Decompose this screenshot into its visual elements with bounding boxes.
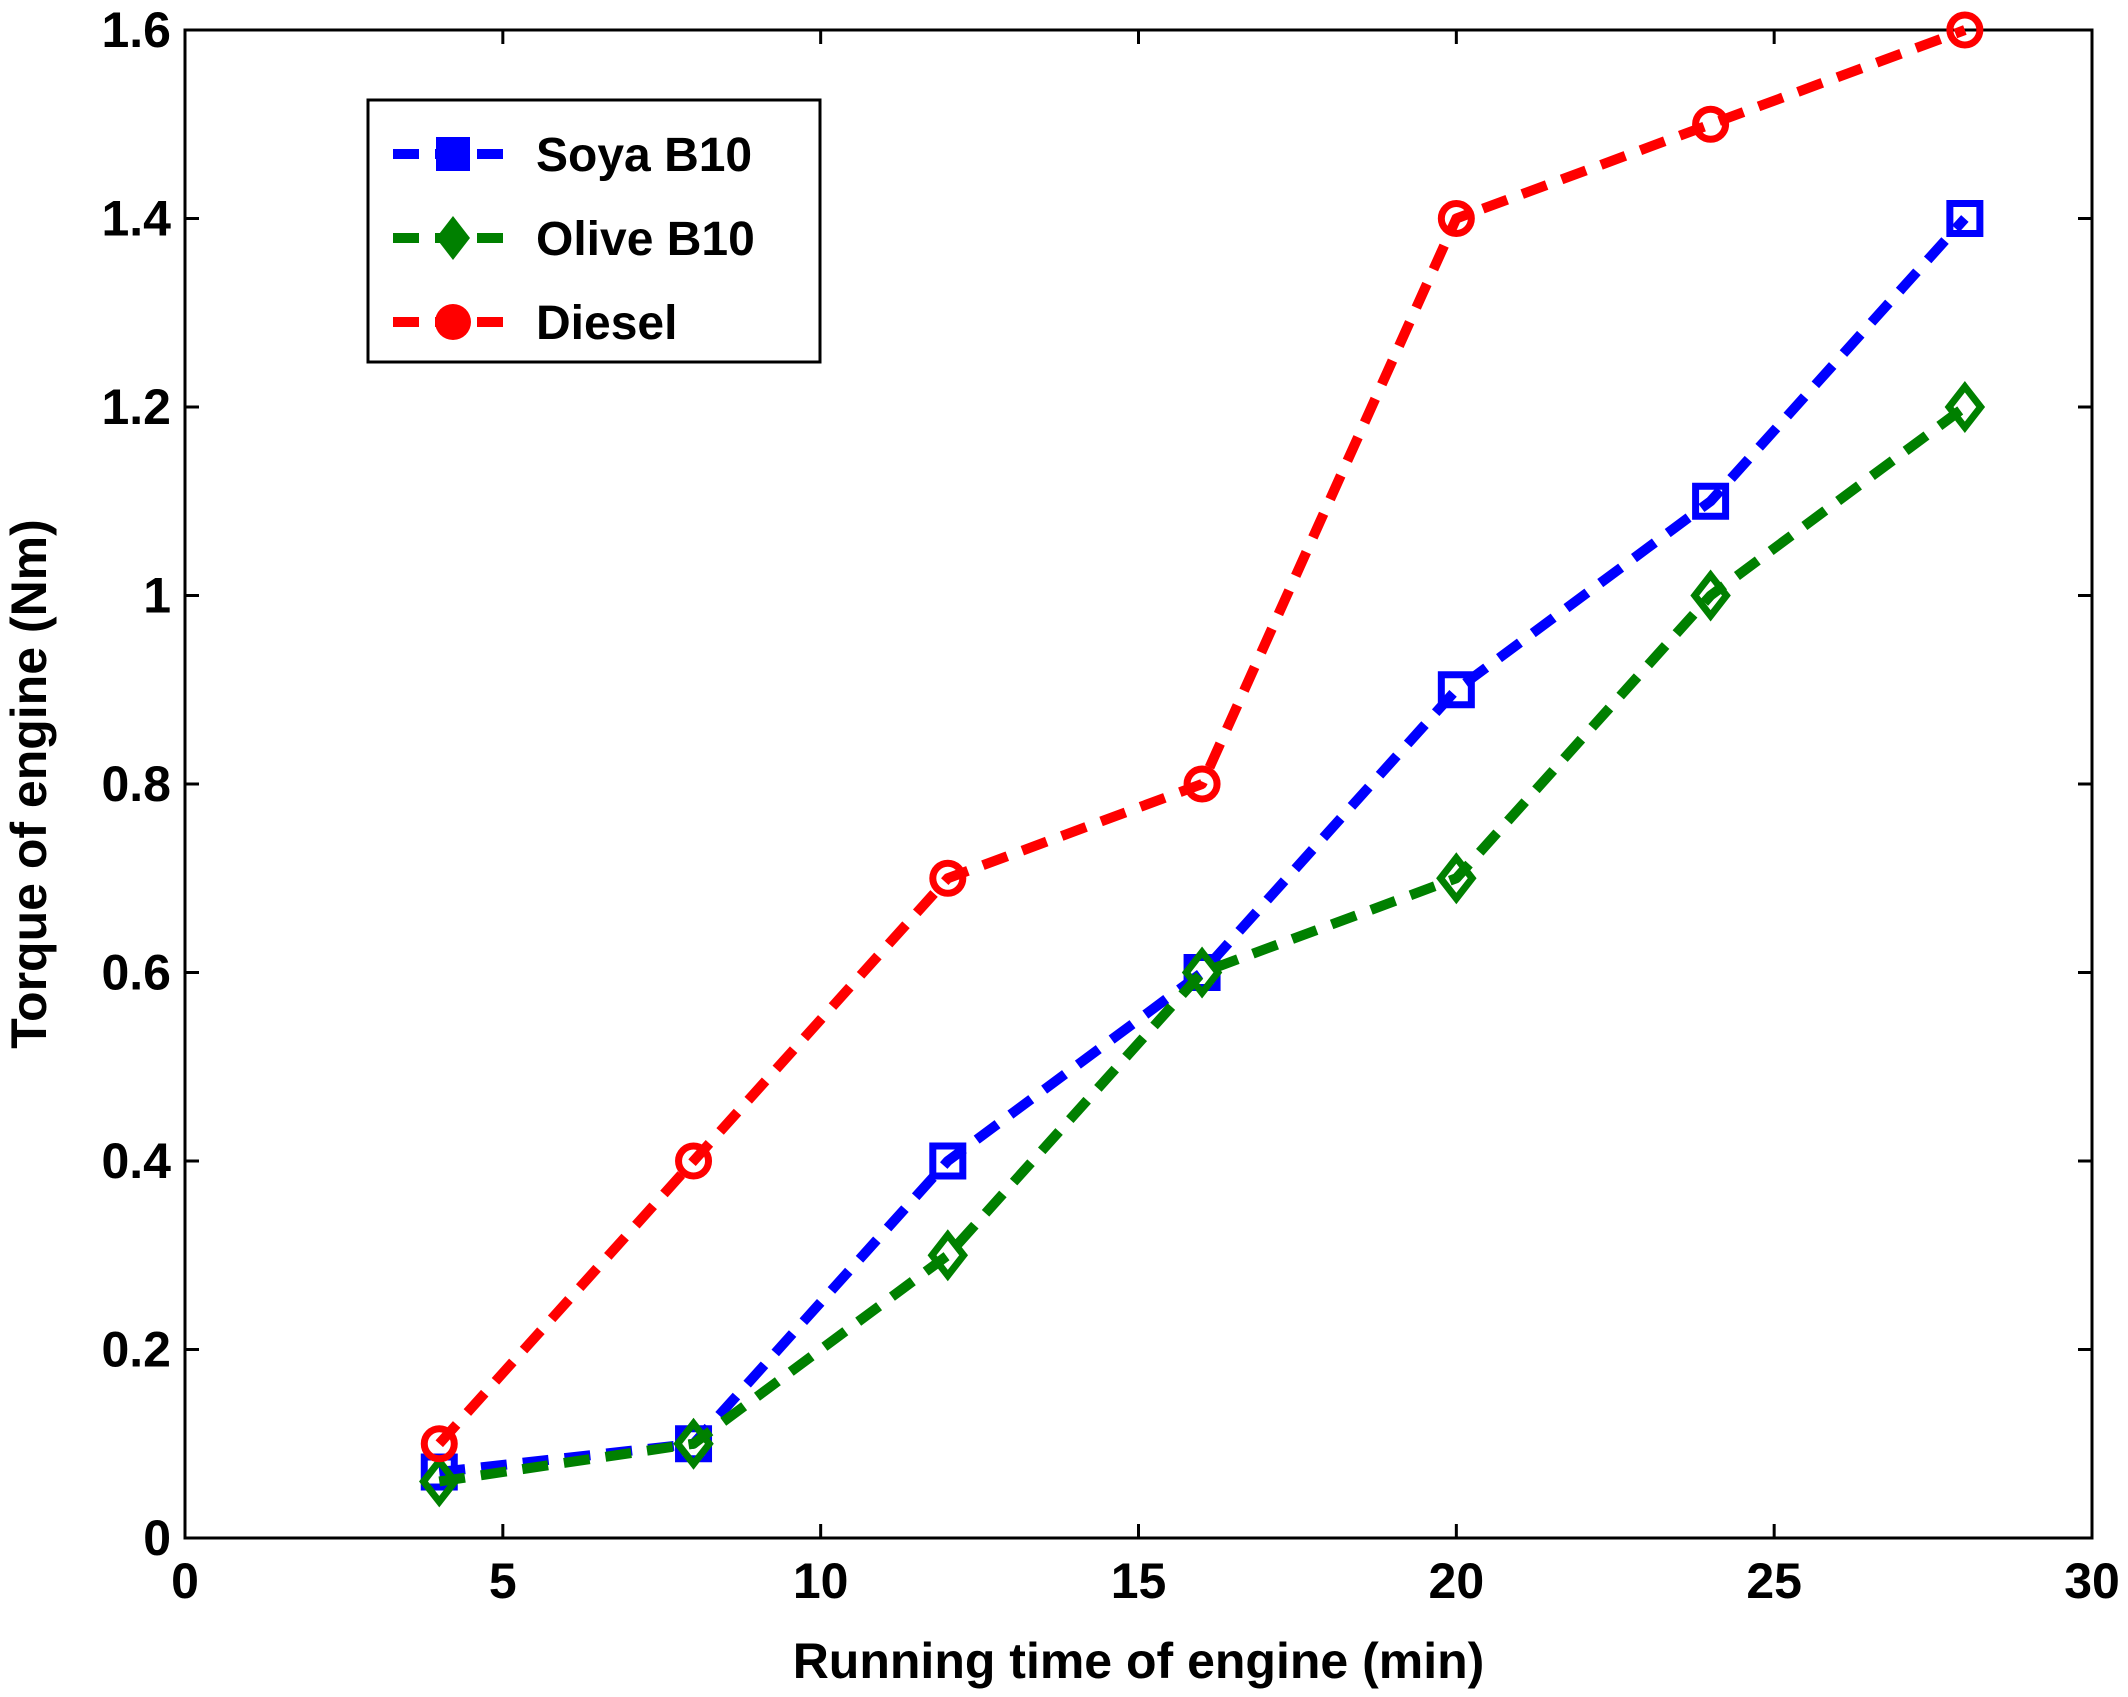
data-point-soya-b10 [1692, 482, 1730, 520]
data-point-diesel [929, 859, 967, 897]
y-tick-label: 1.2 [101, 379, 171, 435]
data-point-olive-b10 [1944, 381, 1986, 433]
series-group [419, 11, 1986, 1508]
legend-label-olive-b10: Olive B10 [536, 213, 755, 266]
data-point-olive-b10 [673, 1417, 714, 1470]
y-tick-label: 0.8 [101, 756, 171, 812]
y-tick-label: 0.4 [101, 1133, 171, 1189]
y-tick-label: 0.6 [101, 945, 171, 1001]
circle-marker-icon [435, 304, 471, 340]
x-tick-label: 15 [1111, 1553, 1167, 1609]
y-tick-label: 1.6 [101, 2, 171, 58]
x-tick-label: 20 [1429, 1553, 1485, 1609]
y-tick-label: 0.2 [101, 1322, 171, 1378]
data-point-soya-b10 [929, 1142, 967, 1180]
legend-label-diesel: Diesel [536, 297, 677, 350]
data-point-olive-b10 [1181, 946, 1223, 999]
data-point-diesel [1183, 765, 1221, 803]
data-point-diesel [1437, 200, 1475, 237]
x-tick-label: 30 [2064, 1553, 2120, 1609]
data-point-olive-b10 [419, 1455, 460, 1508]
legend-item-olive-b10: Olive B10 [393, 213, 755, 266]
legend-item-diesel: Diesel [393, 297, 677, 350]
y-axis-label: Torque of engine (Nm) [1, 519, 57, 1049]
data-point-soya-b10 [1946, 200, 1984, 237]
diamond-marker-icon [436, 216, 470, 260]
x-tick-label: 5 [489, 1553, 517, 1609]
data-point-diesel [420, 1425, 458, 1463]
series-line-diesel [435, 25, 1967, 1448]
axis-ticks: 0 5 10 15 20 25 30 0 0.2 0.4 0.6 0.8 1 1.2 1.4 1.6 [101, 2, 2119, 1609]
x-axis-label: Running time of engine (min) [793, 1633, 1485, 1689]
x-tick-label: 0 [171, 1553, 199, 1609]
legend: Soya B10 Olive B10 Diesel [366, 98, 822, 364]
legend-label-soya-b10: Soya B10 [536, 129, 752, 182]
axis-labels: Running time of engine (min) Torque of e… [1, 519, 1484, 1689]
series-diesel [420, 11, 1984, 1463]
series-olive-b10 [419, 381, 1986, 1508]
data-point-diesel [1692, 105, 1730, 143]
data-point-olive-b10 [1436, 852, 1477, 905]
data-point-olive-b10 [1690, 569, 1731, 622]
series-line-olive-b10 [438, 402, 1968, 1487]
y-tick-label: 0 [143, 1510, 171, 1566]
data-point-diesel [675, 1142, 713, 1180]
y-tick-label: 1 [143, 568, 171, 624]
legend-item-soya-b10: Soya B10 [393, 129, 752, 182]
square-marker-icon [436, 137, 470, 171]
data-point-soya-b10 [1437, 671, 1475, 709]
y-tick-label: 1.4 [101, 191, 171, 247]
x-tick-label: 10 [793, 1553, 849, 1609]
data-point-diesel [1946, 11, 1984, 49]
data-point-olive-b10 [927, 1229, 969, 1282]
x-tick-label: 25 [1746, 1553, 1802, 1609]
